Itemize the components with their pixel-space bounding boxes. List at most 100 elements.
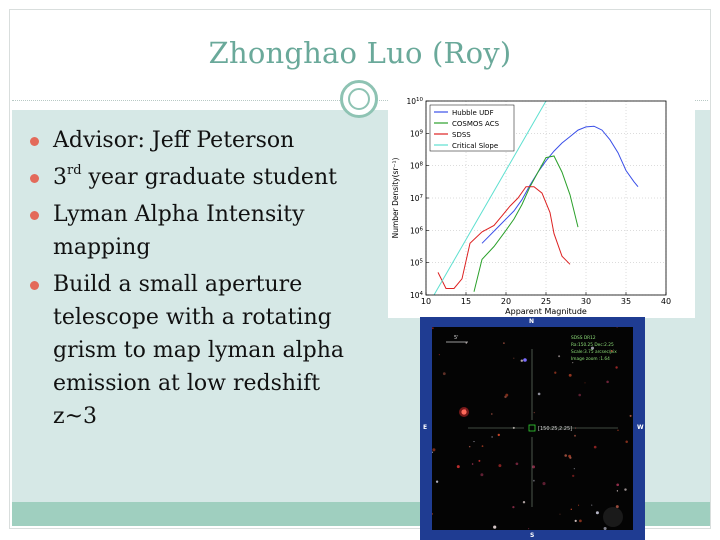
x-tick-label: 30 [581, 297, 591, 306]
bullet-text: Lyman Alpha Intensity mapping [53, 202, 305, 260]
image-info-line: SDSS DR12 [571, 335, 596, 341]
star-dot [471, 463, 474, 465]
ordinal-superscript: rd [67, 162, 82, 178]
star-dot [490, 413, 493, 415]
star-dot [593, 445, 597, 449]
bullet-text: Advisor: Jeff Peterson [53, 128, 295, 153]
star-dot [615, 505, 619, 509]
legend-label: SDSS [452, 131, 471, 139]
bullet-item-advisor: Advisor: Jeff Peterson [28, 124, 358, 157]
star-dot [578, 504, 580, 506]
bullet-dot-icon [30, 281, 39, 290]
star-dot [578, 393, 581, 397]
faint-galaxy [603, 507, 623, 527]
east-label: E [423, 424, 428, 431]
star-dot [569, 456, 572, 459]
bullet-dot-icon [30, 137, 39, 146]
star-dot [617, 429, 619, 431]
star-dot [572, 361, 574, 364]
star-dot [616, 483, 620, 487]
legend-label: Hubble UDF [452, 109, 494, 117]
star-dot [572, 474, 575, 478]
star-dot [568, 373, 572, 377]
south-label: S [530, 532, 535, 539]
star-dot [590, 346, 595, 350]
west-label: W [637, 424, 644, 431]
star-dot [481, 445, 484, 447]
star-dot [432, 451, 434, 453]
star-dot [520, 359, 524, 362]
star-dot [478, 459, 481, 462]
bullet-item-lyman: Lyman Alpha Intensity mapping [28, 198, 358, 264]
star-dot [629, 414, 632, 417]
star-dot [603, 526, 607, 530]
sky-image: [150.25,2.25] 5' SDSS DR12 Ra:150.25 Dec:2.… [432, 327, 633, 530]
x-tick-label: 20 [501, 297, 511, 306]
star-dot [542, 482, 546, 486]
star-dot [438, 354, 440, 356]
series-line [473, 155, 579, 292]
star-dot [505, 393, 509, 397]
star-dot [513, 357, 515, 359]
star-dot [465, 342, 468, 344]
star-dot [497, 433, 500, 437]
chart-svg: 10 15 20 25 30 35 401041051061071081091010Hubb… [391, 97, 671, 316]
y-tick-label: 106 [410, 226, 424, 235]
series-line [433, 101, 547, 295]
star-dot [522, 501, 526, 504]
star-dot [625, 440, 628, 444]
legend-box [429, 104, 515, 152]
bullet-text-year: 3 [53, 165, 67, 190]
y-tick-exponent: 5 [420, 259, 424, 265]
y-tick-label: 108 [410, 162, 424, 171]
star-dot [533, 479, 535, 482]
decorative-ring-inner [348, 88, 370, 110]
star-dot [468, 445, 471, 448]
star-dot [570, 508, 572, 510]
bullet-list: Advisor: Jeff Peterson 3rd year graduate… [28, 124, 358, 437]
star-dot [493, 525, 497, 529]
y-tick-label: 107 [410, 194, 424, 203]
series-line [481, 125, 639, 244]
star-dot [473, 441, 475, 443]
star-dot [537, 392, 541, 396]
star-dot [480, 473, 484, 477]
target-marker [528, 424, 536, 432]
star-dot [559, 513, 561, 515]
star-dot [584, 382, 586, 384]
star-dot [624, 488, 627, 491]
star-dot [591, 504, 593, 506]
y-tick-exponent: 6 [420, 226, 424, 232]
y-tick-exponent: 9 [420, 129, 424, 135]
y-tick-exponent: 4 [420, 291, 424, 297]
y-tick-exponent: 10 [416, 97, 423, 103]
star-dot [528, 528, 530, 530]
scale-bar-label: 5' [454, 335, 459, 341]
star-dot [491, 436, 493, 438]
bullet-text-rest: year graduate student [81, 165, 337, 190]
star-dot [616, 490, 619, 492]
bullet-item-year: 3rd year graduate student [28, 161, 358, 194]
series-line [437, 186, 571, 289]
star-dot [435, 480, 439, 483]
y-tick-exponent: 8 [420, 162, 424, 168]
star-dot [533, 411, 536, 414]
image-info-line: Ra:150.25 Dec:2.25 [571, 342, 614, 348]
star-dot [498, 464, 502, 468]
star-dot [432, 448, 436, 452]
star-dot [432, 327, 434, 330]
star-dot [504, 395, 507, 399]
bullet-dot-icon [30, 211, 39, 220]
star-dot [615, 366, 618, 369]
y-tick-label: 105 [410, 259, 424, 268]
bright-star [461, 409, 467, 415]
decorative-ring-icon [340, 80, 378, 118]
legend-label: Critical Slope [452, 142, 498, 150]
x-tick-label: 25 [541, 297, 551, 306]
star-dot [610, 349, 613, 353]
north-label: N [529, 318, 535, 325]
x-tick-label: 40 [661, 297, 671, 306]
x-tick-label: 15 [461, 297, 471, 306]
number-density-chart: 10 15 20 25 30 35 40 104 105 106 107 108 109 1010 Hubb… [388, 91, 695, 318]
